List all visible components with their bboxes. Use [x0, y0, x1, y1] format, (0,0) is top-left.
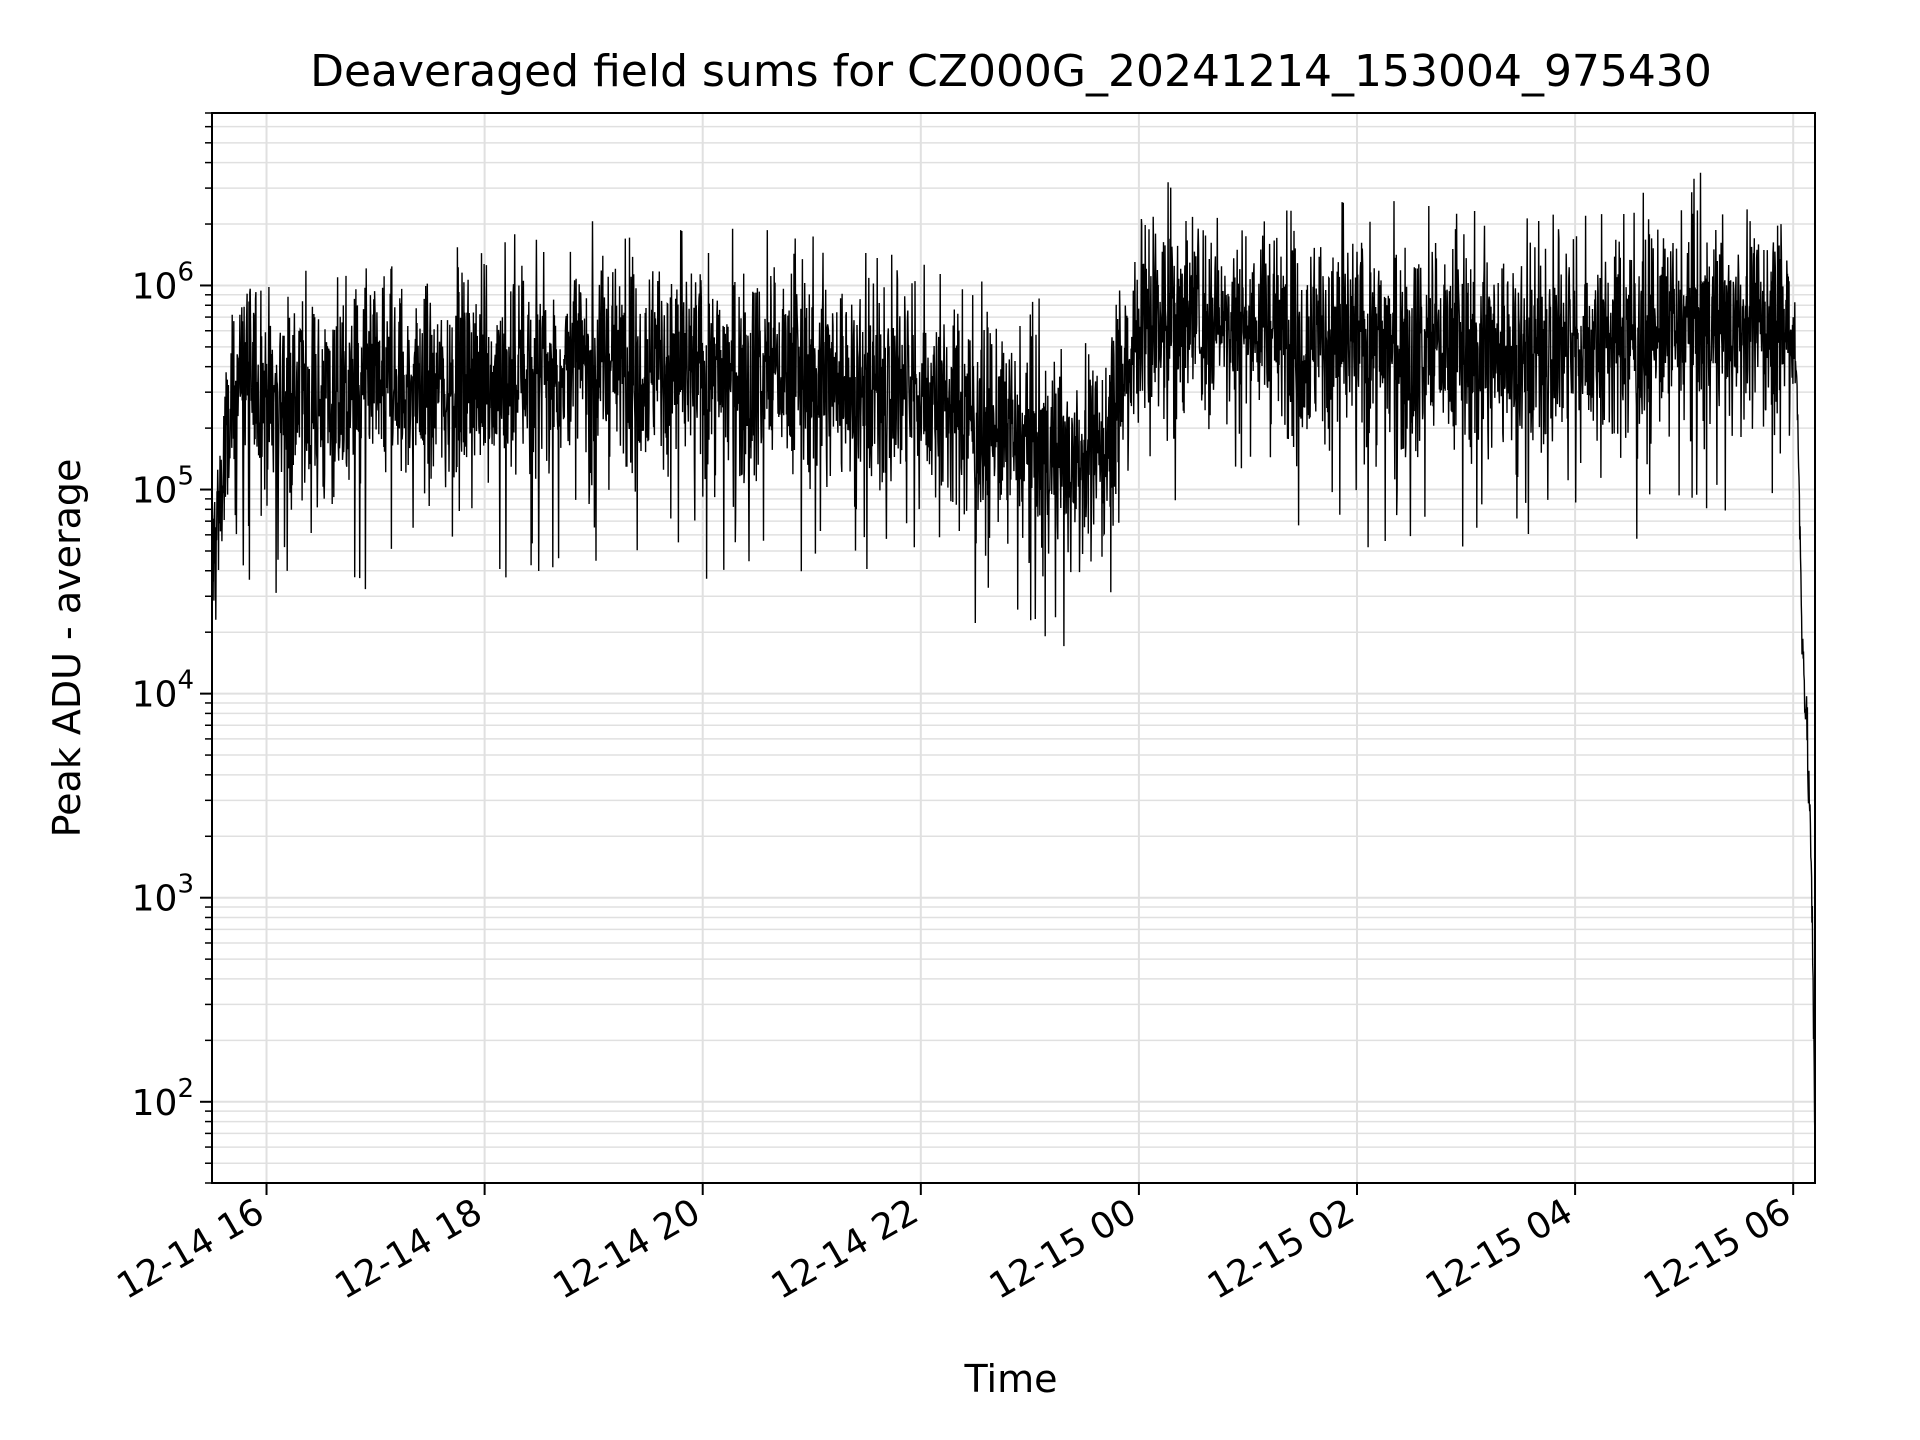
x-tick-label: 12-14 20: [547, 1191, 708, 1307]
x-axis: 12-14 16 12-14 18 12-14 20 12-14 22 12-15 00…: [110, 1183, 1798, 1308]
y-tick-label: 105: [132, 462, 194, 512]
y-tick-label: 104: [132, 666, 194, 716]
chart-title: Deaveraged field sums for CZ000G_2024121…: [310, 46, 1712, 97]
y-axis-label: Peak ADU - average: [45, 459, 89, 838]
x-axis-label: Time: [964, 1357, 1058, 1401]
x-tick-label: 12-15 00: [983, 1191, 1144, 1307]
y-tick-label: 103: [132, 870, 194, 920]
grid: [212, 112, 1815, 1184]
y-axis: 102 103 104 105 106: [132, 112, 212, 1184]
x-tick-label: 12-15 04: [1419, 1191, 1580, 1307]
x-tick-label: 12-14 22: [765, 1191, 926, 1307]
series-line: [211, 172, 1816, 1142]
x-tick-label: 12-15 02: [1201, 1191, 1362, 1307]
plot-frame: [211, 112, 1816, 1184]
x-tick-label: 12-14 18: [328, 1191, 489, 1307]
y-tick-label: 102: [132, 1074, 194, 1124]
x-tick-label: 12-14 16: [110, 1191, 271, 1307]
x-tick-label: 12-15 06: [1637, 1191, 1798, 1307]
y-tick-label: 106: [132, 257, 194, 307]
